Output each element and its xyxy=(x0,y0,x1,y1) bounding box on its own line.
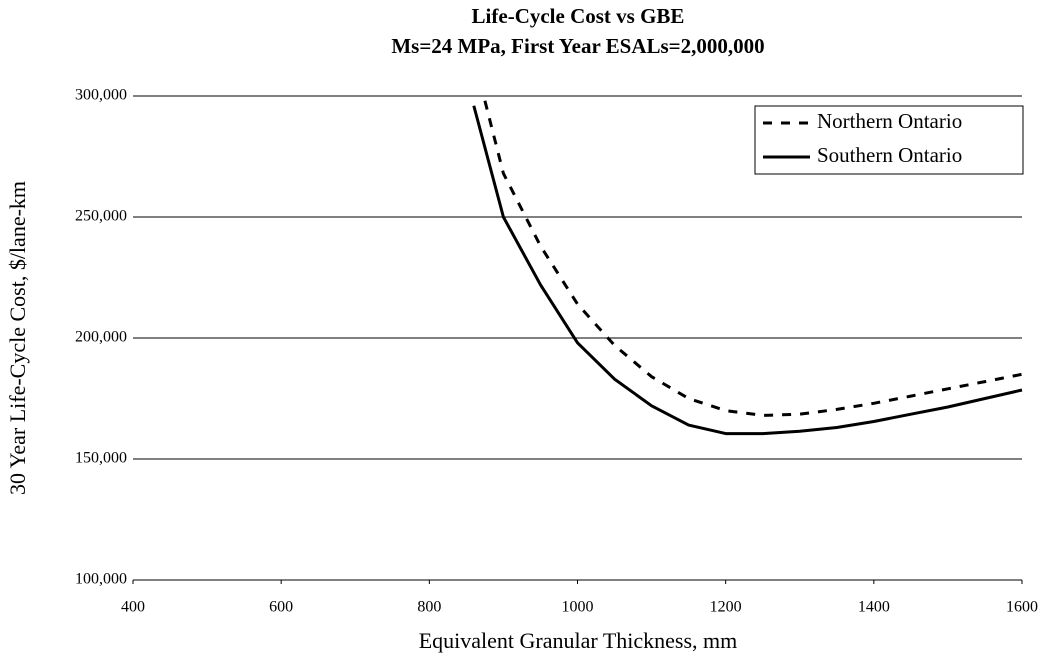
x-tick-label: 800 xyxy=(417,599,441,616)
y-tick-label: 150,000 xyxy=(75,450,127,467)
x-tick-label: 1000 xyxy=(562,599,594,616)
series-line xyxy=(472,105,1023,436)
legend-label: Northern Ontario xyxy=(817,109,962,133)
y-axis-title: 30 Year Life-Cycle Cost, $/lane-km xyxy=(5,181,30,495)
x-tick-label: 1600 xyxy=(1006,599,1038,616)
x-tick-label: 1200 xyxy=(710,599,742,616)
x-axis-title: Equivalent Granular Thickness, mm xyxy=(419,628,738,653)
series-line xyxy=(483,100,1023,417)
y-tick-label: 300,000 xyxy=(75,87,127,104)
y-tick-label: 100,000 xyxy=(75,571,127,588)
x-tick-label: 600 xyxy=(269,599,293,616)
x-tick-label: 400 xyxy=(121,599,145,616)
legend-box xyxy=(754,105,1024,175)
legend-label: Southern Ontario xyxy=(817,143,962,167)
chart-subtitle: Ms=24 MPa, First Year ESALs=2,000,000 xyxy=(391,34,764,58)
y-tick-label: 250,000 xyxy=(75,208,127,225)
chart-title: Life-Cycle Cost vs GBE xyxy=(472,4,685,28)
y-tick-label: 200,000 xyxy=(75,329,127,346)
x-tick-label: 1400 xyxy=(858,599,890,616)
